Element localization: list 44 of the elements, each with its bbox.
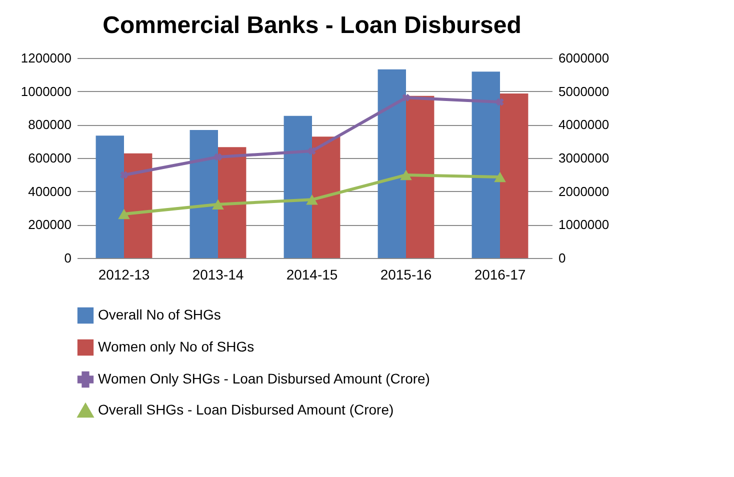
bar — [378, 69, 406, 258]
legend-label: Women Only SHGs - Loan Disbursed Amount (Crore) — [98, 370, 430, 386]
y2-tick-label: 3000000 — [558, 150, 610, 166]
y-tick-label: 600000 — [28, 150, 72, 166]
y2-tick-label: 6000000 — [558, 50, 610, 66]
x-tick-label: 2015-16 — [380, 266, 432, 282]
bar — [284, 116, 312, 258]
y2-tick-label: 2000000 — [558, 184, 610, 199]
point — [402, 94, 410, 102]
point — [120, 171, 128, 179]
point — [494, 172, 506, 182]
x-tick-label: 2012-13 — [98, 266, 150, 282]
bar — [124, 153, 152, 258]
legend-label: Women only No of SHGs — [98, 338, 254, 354]
y-tick-label: 400000 — [28, 184, 72, 199]
x-tick-label: 2013-14 — [192, 266, 244, 282]
x-tick-label: 2014-15 — [286, 266, 338, 282]
bar — [406, 96, 434, 258]
point — [400, 170, 412, 180]
y-tick-label: 1000000 — [20, 84, 72, 99]
y-tick-label: 1200000 — [20, 50, 72, 66]
bar — [218, 147, 246, 258]
bar — [500, 94, 528, 258]
point — [212, 199, 224, 210]
y2-tick-label: 5000000 — [558, 84, 610, 99]
bar — [472, 72, 500, 258]
point — [214, 153, 222, 161]
y2-tick-label: 4000000 — [558, 117, 610, 132]
y-tick-label: 800000 — [28, 117, 72, 132]
y2-tick-label: 0 — [558, 250, 566, 266]
point — [118, 208, 130, 220]
bar — [312, 136, 340, 258]
y-tick-label: 0 — [64, 250, 72, 266]
point — [496, 98, 504, 106]
chart-title: Commercial Banks - Loan Disbursed — [102, 12, 522, 39]
y-tick-label: 200000 — [28, 217, 72, 232]
legend-label: Overall SHGs - Loan Disbursed Amount (Crore) — [98, 402, 394, 418]
y2-tick-label: 1000000 — [558, 217, 610, 232]
bar — [96, 136, 124, 258]
point — [308, 147, 316, 155]
legend-label: Overall No of SHGs — [98, 306, 221, 322]
x-tick-label: 2016-17 — [474, 266, 526, 282]
bar — [190, 130, 218, 258]
point — [306, 194, 318, 205]
